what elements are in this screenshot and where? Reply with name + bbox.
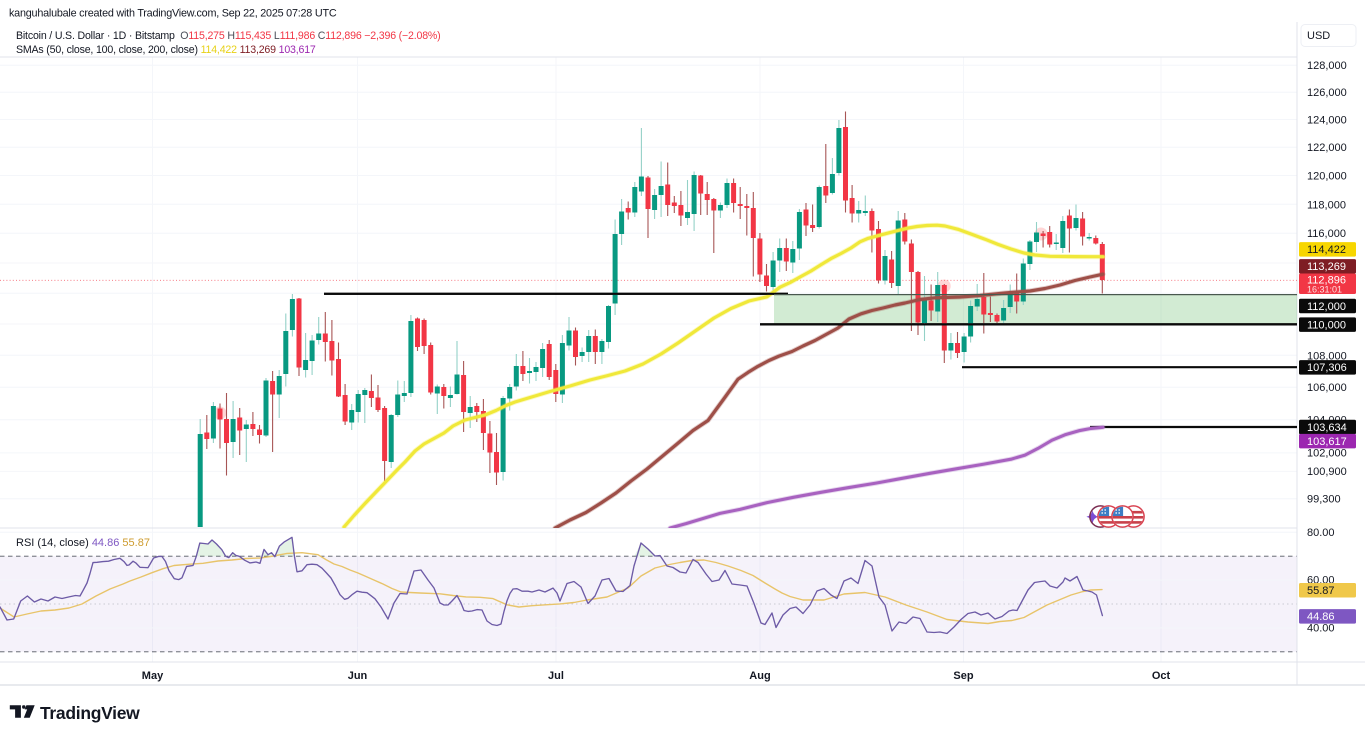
svg-text:103,634: 103,634 (1307, 422, 1347, 434)
svg-text:99,300: 99,300 (1307, 494, 1341, 506)
svg-text:TradingView: TradingView (40, 703, 140, 723)
svg-text:110,000: 110,000 (1307, 320, 1346, 332)
svg-text:44.86: 44.86 (1307, 611, 1335, 623)
svg-text:107,306: 107,306 (1307, 362, 1347, 374)
svg-text:120,000: 120,000 (1307, 171, 1347, 183)
svg-text:Aug: Aug (749, 670, 770, 682)
svg-text:116,000: 116,000 (1307, 228, 1346, 240)
svg-text:SMAs (50, close, 100, close, 2: SMAs (50, close, 100, close, 200, close)… (16, 44, 316, 56)
svg-text:106,000: 106,000 (1307, 382, 1347, 394)
svg-text:80.00: 80.00 (1307, 527, 1335, 539)
svg-text:RSI (14, close) 44.86 55.87: RSI (14, close) 44.86 55.87 (16, 537, 150, 549)
svg-text:May: May (142, 670, 164, 682)
svg-text:102,000: 102,000 (1307, 447, 1347, 459)
svg-text:Jun: Jun (348, 670, 368, 682)
svg-text:16:31:01: 16:31:01 (1307, 284, 1342, 294)
svg-text:55.87: 55.87 (1307, 585, 1335, 597)
svg-text:Oct: Oct (1152, 670, 1171, 682)
svg-text:Bitcoin / U.S. Dollar · 1D · B: Bitcoin / U.S. Dollar · 1D · Bitstamp O1… (16, 30, 441, 42)
svg-text:112,000: 112,000 (1307, 301, 1346, 313)
svg-text:Sep: Sep (953, 670, 973, 682)
svg-text:113,269: 113,269 (1307, 261, 1346, 273)
svg-text:126,000: 126,000 (1307, 87, 1347, 99)
svg-text:kanguhalubale created with Tra: kanguhalubale created with TradingView.c… (9, 8, 337, 20)
svg-text:124,000: 124,000 (1307, 114, 1347, 126)
svg-text:114,422: 114,422 (1307, 244, 1346, 256)
svg-text:122,000: 122,000 (1307, 142, 1347, 154)
svg-text:40.00: 40.00 (1307, 623, 1335, 635)
svg-text:118,000: 118,000 (1307, 199, 1346, 211)
svg-text:128,000: 128,000 (1307, 60, 1347, 72)
svg-text:108,000: 108,000 (1307, 350, 1347, 362)
svg-text:100,900: 100,900 (1307, 466, 1347, 478)
svg-text:Jul: Jul (548, 670, 564, 682)
svg-text:103,617: 103,617 (1307, 436, 1347, 448)
svg-text:112,896: 112,896 (1307, 274, 1346, 286)
svg-text:USD: USD (1307, 30, 1330, 42)
